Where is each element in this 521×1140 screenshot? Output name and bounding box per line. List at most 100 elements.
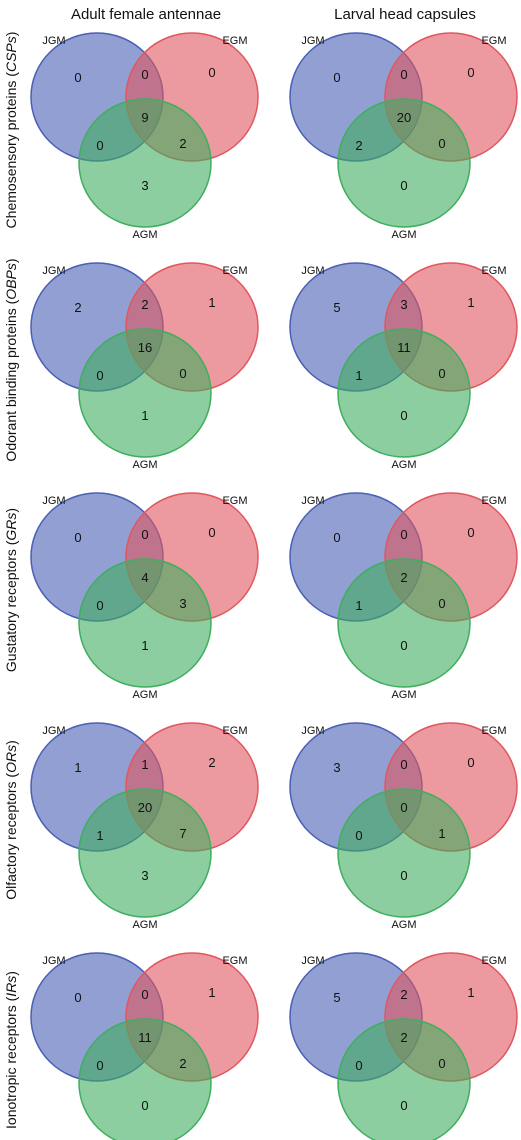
region-count-c: 0 xyxy=(400,638,407,653)
set-label-agm: AGM xyxy=(132,459,157,471)
set-label-agm: AGM xyxy=(391,689,416,701)
venn-panel-r4-c0: JGMEGMAGM01011020 xyxy=(30,952,259,1140)
set-label-jgm: JGM xyxy=(301,955,324,967)
region-count-bc: 0 xyxy=(438,366,445,381)
region-count-ac: 1 xyxy=(96,828,103,843)
venn-circle-agm xyxy=(337,328,471,458)
row-label-close: ) xyxy=(3,32,19,37)
venn-circle-agm xyxy=(78,98,212,228)
column-header-larval: Larval head capsules xyxy=(334,6,476,23)
region-count-a: 1 xyxy=(74,760,81,775)
set-label-jgm: JGM xyxy=(42,725,65,737)
set-label-jgm: JGM xyxy=(301,265,324,277)
region-count-a: 5 xyxy=(333,990,340,1005)
venn-circle-agm xyxy=(337,788,471,918)
region-count-b: 0 xyxy=(208,65,215,80)
row-label-close: ) xyxy=(3,258,19,263)
region-count-b: 0 xyxy=(467,525,474,540)
row-label-text: Gustatory receptors ( xyxy=(3,540,19,672)
region-count-ab: 0 xyxy=(141,527,148,542)
region-count-abc: 16 xyxy=(138,340,152,355)
region-count-ac: 1 xyxy=(355,598,362,613)
region-count-abc: 4 xyxy=(141,570,148,585)
region-count-abc: 11 xyxy=(138,1030,152,1045)
venn-panel-r2-c1: JGM EGM AGM 0 0 0 2 1 0 0 xyxy=(289,492,518,701)
row-label-close: ) xyxy=(3,971,19,976)
region-count-bc: 7 xyxy=(179,826,186,841)
set-label-jgm: JGM xyxy=(42,265,65,277)
set-label-jgm: JGM xyxy=(301,35,324,47)
region-count-abc: 11 xyxy=(397,340,411,355)
region-count-ab: 3 xyxy=(400,297,407,312)
region-count-b: 0 xyxy=(208,525,215,540)
region-count-a: 0 xyxy=(333,70,340,85)
set-label-egm: EGM xyxy=(222,725,247,737)
set-label-egm: EGM xyxy=(481,955,506,967)
region-count-b: 2 xyxy=(208,755,215,770)
region-count-bc: 0 xyxy=(179,366,186,381)
region-count-ac: 0 xyxy=(96,138,103,153)
region-count-ac: 0 xyxy=(96,368,103,383)
region-count-a: 0 xyxy=(333,530,340,545)
venn-circle-agm xyxy=(78,788,212,918)
region-count-b: 1 xyxy=(208,985,215,1000)
set-label-egm: EGM xyxy=(222,495,247,507)
set-label-egm: EGM xyxy=(481,265,506,277)
row-label-abbrev: GRs xyxy=(3,513,19,541)
set-label-egm: EGM xyxy=(481,35,506,47)
region-count-abc: 9 xyxy=(141,110,148,125)
region-count-ac: 2 xyxy=(355,138,362,153)
region-count-ab: 2 xyxy=(400,987,407,1002)
set-label-agm: AGM xyxy=(132,689,157,701)
region-count-a: 2 xyxy=(74,300,81,315)
region-count-ab: 0 xyxy=(400,527,407,542)
region-count-abc: 2 xyxy=(400,570,407,585)
venn-circle-agm xyxy=(337,98,471,228)
set-label-egm: EGM xyxy=(222,955,247,967)
set-label-jgm: JGM xyxy=(301,495,324,507)
venn-panel-r3-c0: JGM EGM AGM 1 2 1 20 1 7 3 xyxy=(30,722,259,931)
region-count-ac: 0 xyxy=(96,1058,103,1073)
region-count-a: 0 xyxy=(74,70,81,85)
region-count-bc: 0 xyxy=(438,596,445,611)
region-count-a: 0 xyxy=(74,990,81,1005)
region-count-b: 1 xyxy=(467,985,474,1000)
venn-panel-r3-c1: JGM EGM AGM 3 0 0 0 0 1 0 xyxy=(289,722,518,931)
region-count-ac: 1 xyxy=(355,368,362,383)
region-count-a: 3 xyxy=(333,760,340,775)
region-count-abc: 20 xyxy=(138,800,152,815)
venn-circle-agm xyxy=(337,558,471,688)
set-label-egm: EGM xyxy=(222,265,247,277)
region-count-c: 3 xyxy=(141,178,148,193)
set-label-egm: EGM xyxy=(481,725,506,737)
region-count-ab: 1 xyxy=(141,757,148,772)
venn-circle-agm xyxy=(78,558,212,688)
region-count-b: 1 xyxy=(467,295,474,310)
set-label-agm: AGM xyxy=(391,919,416,931)
region-count-bc: 2 xyxy=(179,1056,186,1071)
row-label-text: Olfactory receptors ( xyxy=(3,773,19,900)
row-label-3: Olfactory receptors (ORs) xyxy=(3,740,19,900)
region-count-b: 1 xyxy=(208,295,215,310)
region-count-c: 3 xyxy=(141,868,148,883)
set-label-agm: AGM xyxy=(132,229,157,241)
set-label-agm: AGM xyxy=(132,919,157,931)
row-label-close: ) xyxy=(3,508,19,513)
venn-circle-agm xyxy=(78,328,212,458)
set-label-egm: EGM xyxy=(222,35,247,47)
venn-panel-r2-c0: JGM EGM AGM 0 0 0 4 0 3 1 xyxy=(30,492,259,701)
set-label-jgm: JGM xyxy=(42,955,65,967)
row-label-text: Ionotropic receptors ( xyxy=(3,996,19,1129)
region-count-c: 0 xyxy=(400,178,407,193)
row-label-close: ) xyxy=(3,740,19,745)
row-label-1: Odorant binding proteins (OBPs) xyxy=(3,258,19,461)
region-count-bc: 1 xyxy=(438,826,445,841)
set-label-agm: AGM xyxy=(391,459,416,471)
set-label-jgm: JGM xyxy=(42,495,65,507)
column-header-adult: Adult female antennae xyxy=(71,6,221,23)
region-count-c: 0 xyxy=(400,868,407,883)
row-label-abbrev: IRs xyxy=(3,976,19,997)
region-count-ab: 0 xyxy=(400,757,407,772)
